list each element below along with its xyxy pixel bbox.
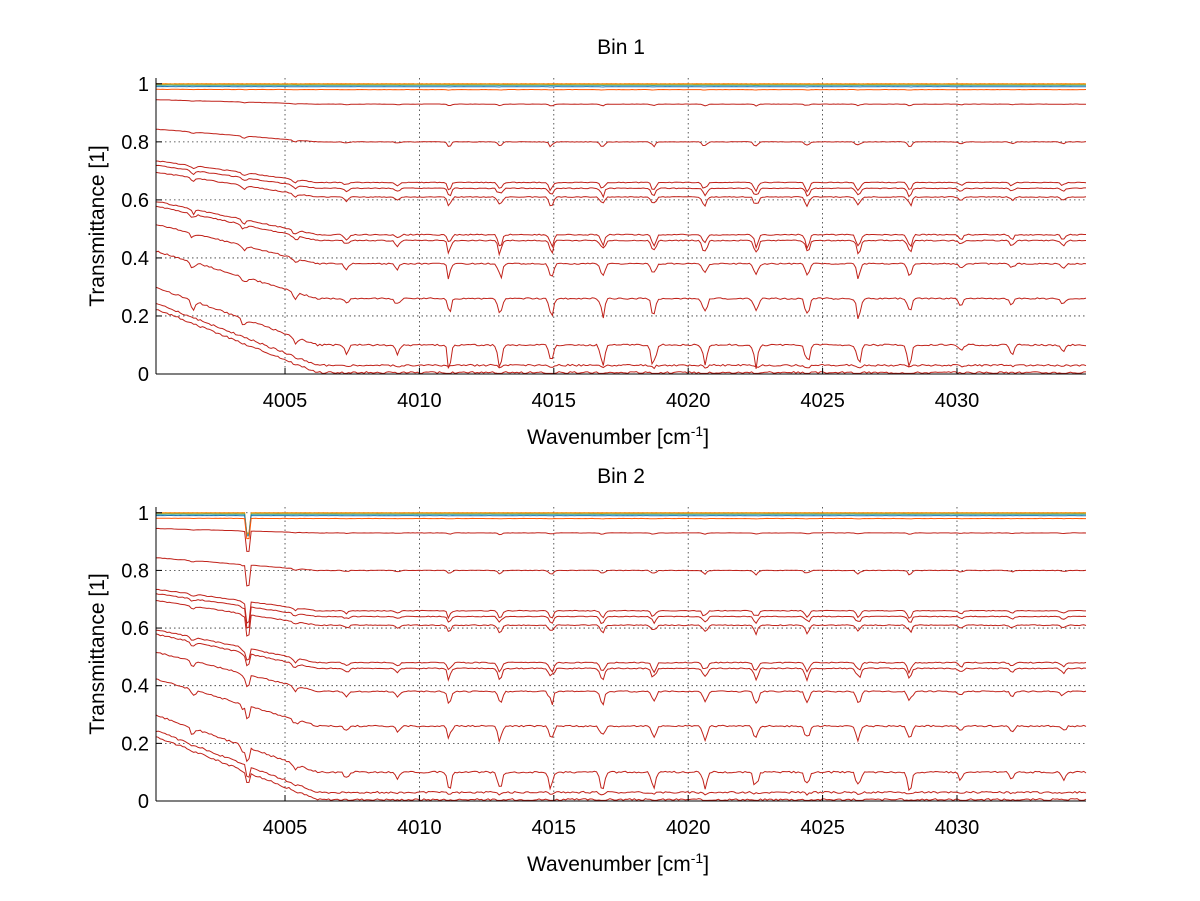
series-line — [155, 652, 1087, 706]
series-line — [155, 224, 1087, 280]
series-line — [155, 128, 1087, 148]
x-tick-label: 4015 — [532, 390, 577, 412]
series-line — [155, 205, 1087, 257]
series-line — [156, 99, 1086, 107]
y-tick-label: 1 — [138, 74, 149, 96]
chart-panel-1: Bin 1 4005 4010 4015 4020 4025 4030 0 0.2 0.4 0.6 0… — [86, 36, 1087, 449]
y-axis-label: Transmittance [1] — [86, 145, 109, 306]
series-line — [156, 85, 1086, 88]
y-tick-label: 0.4 — [121, 248, 149, 270]
x-tick-label: 4030 — [935, 390, 980, 412]
chart-title: Bin 2 — [597, 465, 645, 488]
x-tick-label: 4025 — [800, 817, 845, 839]
series-line — [155, 286, 1087, 369]
series-line — [155, 557, 1087, 587]
y-tick-label: 0 — [138, 791, 149, 813]
series-line — [155, 633, 1087, 682]
series-line — [155, 730, 1087, 796]
y-tick-label: 0.2 — [121, 733, 149, 755]
y-tick-label: 0.6 — [121, 190, 149, 212]
series-line — [155, 171, 1087, 208]
series-line — [155, 164, 1086, 199]
series-line — [155, 736, 1087, 802]
x-axis-label: Wavenumber [cm-1] — [527, 850, 709, 876]
chart-title: Bin 1 — [597, 36, 645, 59]
series-line — [155, 201, 1086, 250]
chart-panel-2: Bin 2 4005 4010 4015 4020 4025 4030 0 0.2 0.4 0.6 0… — [86, 465, 1087, 876]
series-line — [155, 527, 1087, 552]
x-tick-label: 4010 — [397, 390, 442, 412]
x-tick-label: 4020 — [666, 817, 711, 839]
x-tick-label: 4010 — [397, 817, 442, 839]
y-tick-label: 0.8 — [121, 132, 149, 154]
series-line — [155, 303, 1087, 370]
series-line — [155, 160, 1087, 193]
series-line — [155, 513, 1087, 535]
y-tick-label: 0.2 — [121, 306, 149, 328]
x-tick-label: 4020 — [666, 390, 711, 412]
y-tick-label: 0 — [138, 364, 149, 386]
series-line — [155, 593, 1087, 629]
series-line — [156, 309, 1086, 375]
series-line — [156, 88, 1087, 91]
x-axis-label: Wavenumber [cm-1] — [527, 423, 709, 449]
series-line — [155, 600, 1087, 637]
y-tick-label: 1 — [138, 503, 149, 525]
series-line — [155, 250, 1087, 319]
series-line — [155, 514, 1086, 537]
y-tick-label: 0.4 — [121, 676, 149, 698]
series-line — [156, 512, 1087, 535]
y-axis-label: Transmittance [1] — [86, 573, 109, 734]
series-line — [155, 629, 1087, 675]
x-tick-label: 4025 — [800, 390, 845, 412]
series-line — [155, 714, 1087, 792]
y-tick-label: 0.6 — [121, 618, 149, 640]
y-tick-label: 0.8 — [121, 560, 149, 582]
x-tick-label: 4030 — [935, 817, 980, 839]
x-tick-label: 4005 — [263, 817, 308, 839]
x-tick-label: 4005 — [263, 390, 308, 412]
series-line — [155, 517, 1086, 540]
series-line — [155, 678, 1087, 744]
series-line — [155, 588, 1086, 624]
x-tick-label: 4015 — [532, 817, 577, 839]
